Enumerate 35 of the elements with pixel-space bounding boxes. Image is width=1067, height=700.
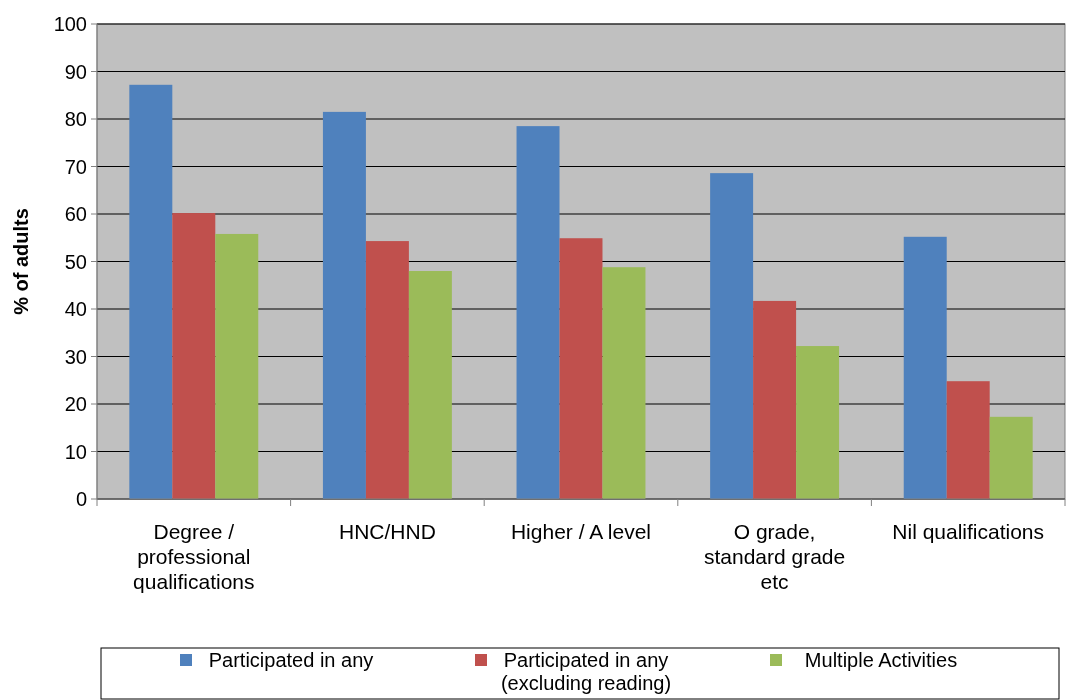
bar — [753, 300, 797, 499]
bar — [215, 233, 259, 499]
bar — [796, 346, 840, 499]
bar — [602, 267, 646, 499]
bar — [946, 381, 990, 499]
bar — [365, 241, 409, 499]
bar — [172, 213, 216, 499]
y-tick-label: 100 — [53, 13, 87, 35]
legend-label: Participated in any — [208, 649, 374, 671]
y-tick-label: 30 — [64, 345, 87, 368]
bar — [129, 84, 173, 499]
y-axis-title: % of adults — [10, 208, 32, 315]
bar — [710, 173, 754, 499]
bar — [559, 238, 603, 499]
x-tick-label: Higher / A level — [510, 520, 652, 543]
legend-label: Multiple Activities — [804, 649, 958, 671]
y-tick-label: 80 — [64, 108, 87, 130]
bar — [516, 126, 560, 499]
x-tick-label: Degree / professional qualifications — [133, 520, 255, 593]
y-tick-label: 90 — [64, 60, 87, 83]
y-tick-label: 60 — [64, 203, 87, 225]
y-tick-label: 50 — [64, 250, 87, 273]
bar — [989, 416, 1033, 499]
y-tick-label: 0 — [75, 488, 87, 510]
bar — [408, 271, 452, 499]
x-tick-label: Nil qualifications — [892, 520, 1045, 543]
x-tick-label: HNC/HND — [338, 520, 436, 543]
y-tick-label: 40 — [64, 298, 87, 320]
bar — [903, 236, 947, 499]
y-tick-label: 10 — [64, 440, 87, 463]
bar — [322, 111, 366, 499]
x-tick-label: O grade, standard grade etc — [703, 520, 846, 593]
y-tick-label: 20 — [64, 393, 87, 415]
y-tick-label: 70 — [64, 155, 87, 178]
legend-label: Participated in any (excluding reading) — [500, 649, 672, 694]
